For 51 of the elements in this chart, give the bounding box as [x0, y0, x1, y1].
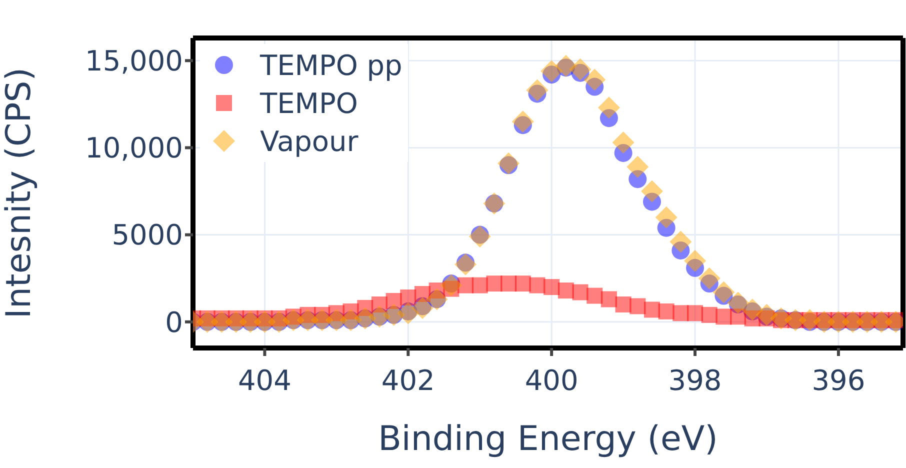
- point: [411, 296, 434, 319]
- point: [540, 60, 563, 82]
- y-tick-label: 10,000: [85, 132, 183, 165]
- legend-label: TEMPO pp: [260, 48, 402, 82]
- point: [698, 267, 720, 290]
- point: [644, 302, 660, 318]
- y-tick-label: 5000: [112, 218, 183, 252]
- x-axis-title: Binding Energy (eV): [378, 419, 718, 459]
- point: [468, 226, 491, 248]
- point: [672, 305, 689, 322]
- point: [640, 180, 663, 202]
- point: [529, 277, 546, 294]
- point: [598, 96, 620, 119]
- point: [569, 58, 592, 80]
- point: [687, 305, 704, 322]
- point: [727, 292, 750, 314]
- x-tick-label: 400: [524, 364, 578, 397]
- point: [655, 206, 678, 228]
- point: [584, 68, 606, 91]
- x-tick-label: 402: [381, 364, 435, 397]
- point: [756, 304, 778, 326]
- point: [498, 152, 520, 174]
- point: [600, 291, 617, 308]
- point: [554, 54, 577, 77]
- point: [670, 230, 692, 253]
- point: [572, 284, 588, 300]
- point: [716, 308, 732, 325]
- point: [626, 156, 649, 178]
- point: [558, 282, 574, 299]
- point: [397, 302, 420, 324]
- y-axis-title: Intesnity (CPS): [0, 67, 40, 319]
- legend-label: Vapour: [260, 124, 358, 158]
- point: [712, 281, 735, 304]
- point: [741, 298, 764, 321]
- point: [454, 253, 477, 276]
- point: [544, 279, 560, 296]
- x-tick-label: 398: [668, 364, 722, 397]
- point: [526, 79, 548, 102]
- point: [512, 110, 534, 133]
- point: [500, 276, 517, 292]
- x-tick-label: 396: [812, 364, 866, 397]
- y-tick-label: 15,000: [85, 44, 183, 78]
- point: [440, 274, 462, 296]
- legend-label: TEMPO: [260, 86, 358, 120]
- point: [630, 298, 646, 314]
- point: [684, 250, 706, 272]
- point: [586, 288, 603, 304]
- point: [486, 276, 502, 292]
- point: [612, 131, 634, 154]
- x-tick-label: 404: [238, 364, 292, 397]
- y-tick-label: 0: [165, 306, 183, 339]
